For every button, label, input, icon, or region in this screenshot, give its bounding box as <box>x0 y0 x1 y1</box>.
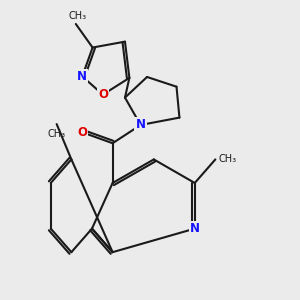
Text: O: O <box>77 126 87 139</box>
Text: N: N <box>77 70 87 83</box>
Text: O: O <box>98 88 108 101</box>
Text: CH₃: CH₃ <box>68 11 86 21</box>
Text: CH₃: CH₃ <box>48 128 66 139</box>
Text: N: N <box>136 118 146 131</box>
Text: N: N <box>190 222 200 235</box>
Text: CH₃: CH₃ <box>218 154 236 164</box>
